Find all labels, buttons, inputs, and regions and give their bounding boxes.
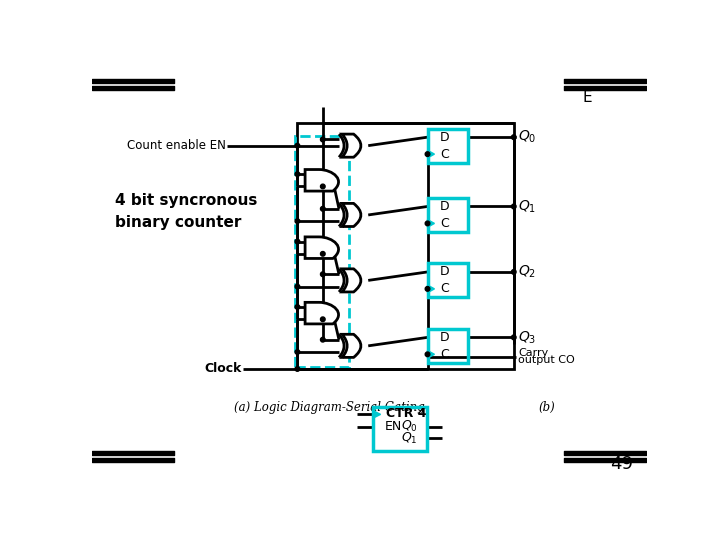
Circle shape xyxy=(511,269,516,274)
Text: E: E xyxy=(582,90,592,105)
Circle shape xyxy=(320,338,325,342)
Polygon shape xyxy=(428,285,434,293)
Text: Carry: Carry xyxy=(518,348,549,358)
Text: Clock: Clock xyxy=(204,362,242,375)
Polygon shape xyxy=(428,350,434,358)
Text: D: D xyxy=(440,131,449,144)
Text: C: C xyxy=(440,282,449,295)
Text: D: D xyxy=(440,200,449,213)
PathPatch shape xyxy=(342,334,361,357)
Circle shape xyxy=(320,184,325,189)
Circle shape xyxy=(295,350,300,354)
Text: C: C xyxy=(440,147,449,160)
Text: D: D xyxy=(440,331,449,344)
PathPatch shape xyxy=(342,134,361,157)
Text: 49: 49 xyxy=(610,455,633,472)
PathPatch shape xyxy=(342,269,361,292)
Circle shape xyxy=(295,284,300,289)
Circle shape xyxy=(295,305,300,309)
PathPatch shape xyxy=(342,204,361,226)
Circle shape xyxy=(511,335,516,340)
Text: EN: EN xyxy=(385,420,402,433)
Circle shape xyxy=(320,137,325,142)
Bar xyxy=(428,129,467,163)
Text: D: D xyxy=(440,266,449,279)
Text: $Q_3$: $Q_3$ xyxy=(518,329,536,346)
Text: (b): (b) xyxy=(539,401,555,414)
Text: $Q_1$: $Q_1$ xyxy=(401,431,418,446)
Circle shape xyxy=(295,172,300,177)
Circle shape xyxy=(320,206,325,211)
Text: Count enable EN: Count enable EN xyxy=(127,139,226,152)
Circle shape xyxy=(295,219,300,224)
Text: C: C xyxy=(440,217,449,230)
Bar xyxy=(428,264,467,298)
PathPatch shape xyxy=(305,170,338,191)
Circle shape xyxy=(295,367,300,372)
Circle shape xyxy=(426,352,430,356)
Polygon shape xyxy=(428,220,434,227)
PathPatch shape xyxy=(305,302,338,324)
Polygon shape xyxy=(373,410,381,418)
Text: 4 bit syncronous
binary counter: 4 bit syncronous binary counter xyxy=(115,192,257,230)
Bar xyxy=(428,198,467,232)
Circle shape xyxy=(511,135,516,139)
Circle shape xyxy=(426,287,430,291)
Text: $Q_1$: $Q_1$ xyxy=(518,198,536,215)
Circle shape xyxy=(511,204,516,209)
Circle shape xyxy=(426,152,430,157)
Text: C: C xyxy=(440,348,449,361)
Circle shape xyxy=(426,221,430,226)
Circle shape xyxy=(320,252,325,256)
Bar xyxy=(297,123,514,369)
Bar xyxy=(295,136,349,367)
Text: $Q_2$: $Q_2$ xyxy=(518,264,536,280)
Text: $Q_0$: $Q_0$ xyxy=(518,129,537,145)
Circle shape xyxy=(295,143,300,148)
Circle shape xyxy=(320,272,325,276)
Bar xyxy=(428,329,467,363)
Text: $Q_0$: $Q_0$ xyxy=(400,419,418,434)
Polygon shape xyxy=(428,150,434,158)
Bar xyxy=(373,407,427,451)
Circle shape xyxy=(320,317,325,322)
Text: CTR 4: CTR 4 xyxy=(386,407,426,420)
Text: (a) Logic Diagram-Serial Gating: (a) Logic Diagram-Serial Gating xyxy=(233,401,424,414)
Text: output CO: output CO xyxy=(518,355,575,366)
PathPatch shape xyxy=(305,237,338,259)
Circle shape xyxy=(295,239,300,244)
